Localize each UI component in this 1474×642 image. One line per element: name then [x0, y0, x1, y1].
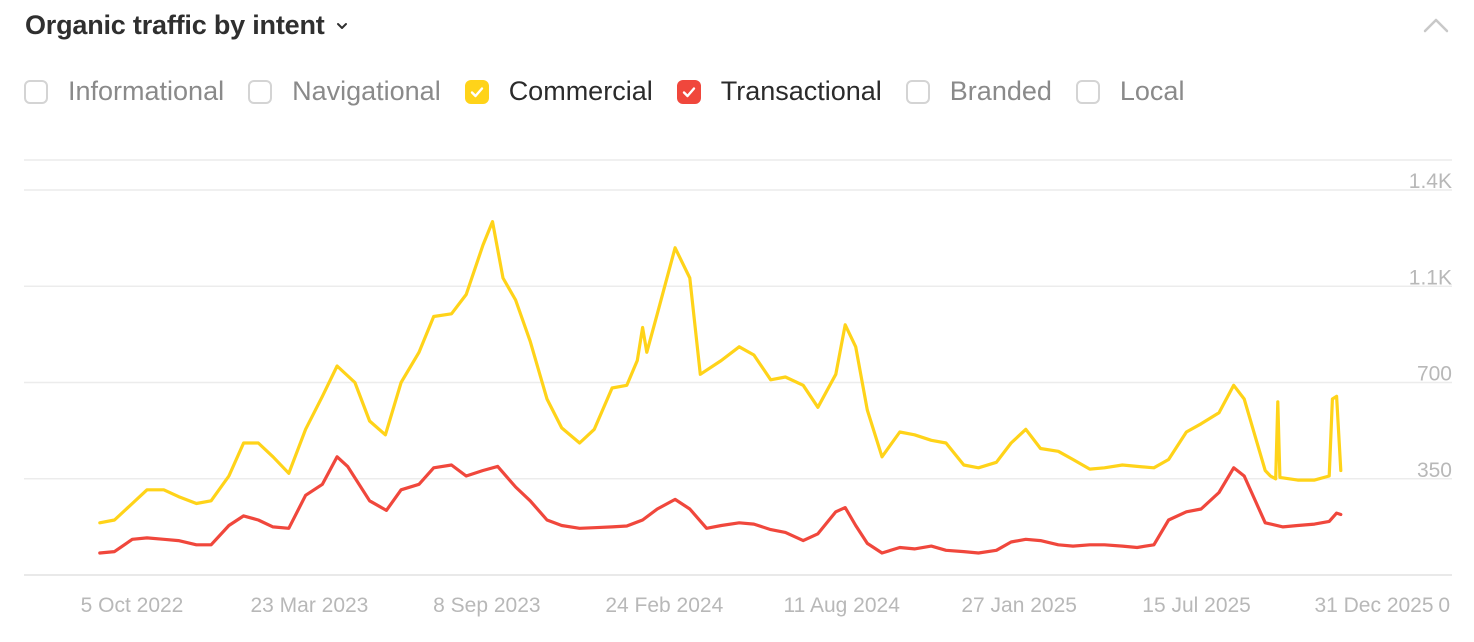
filter-local[interactable]: Local: [1075, 76, 1185, 107]
y-tick-label: 700: [1417, 363, 1452, 386]
filter-label: Local: [1119, 76, 1185, 106]
filter-commercial[interactable]: Commercial: [464, 76, 653, 107]
filter-label: Branded: [949, 76, 1052, 106]
x-tick-label: 11 Aug 2024: [784, 594, 901, 617]
checkbox-navigational[interactable]: [248, 79, 273, 104]
y-tick-label: 1.4K: [1409, 170, 1452, 193]
x-tick-label: 27 Jan 2025: [961, 594, 1077, 617]
chart-header[interactable]: Organic traffic by intent: [25, 10, 349, 41]
checkbox-branded[interactable]: [905, 79, 930, 104]
chart-series: [98, 220, 1343, 555]
checkbox-commercial[interactable]: [464, 79, 489, 104]
x-tick-label: 31 Dec 2025: [1314, 594, 1433, 617]
filter-label: Commercial: [508, 76, 653, 106]
x-tick-label: 8 Sep 2023: [433, 594, 540, 617]
y-axis: 0 350 700 1.1K 1.4K: [1409, 170, 1452, 617]
filter-informational[interactable]: Informational: [24, 76, 224, 107]
checkbox-transactional[interactable]: [676, 79, 701, 104]
y-tick-label: 0: [1438, 594, 1450, 617]
filter-transactional[interactable]: Transactional: [676, 76, 882, 107]
filter-branded[interactable]: Branded: [905, 76, 1052, 107]
x-tick-label: 15 Jul 2025: [1142, 594, 1251, 617]
y-tick-label: 1.1K: [1409, 266, 1452, 289]
filter-label: Informational: [68, 76, 225, 106]
x-tick-label: 23 Mar 2023: [250, 594, 368, 617]
filter-label: Navigational: [292, 76, 441, 106]
intent-filters: Informational Navigational Commercial Tr…: [24, 76, 1208, 107]
checkbox-local[interactable]: [1075, 79, 1100, 104]
chart-grid: [24, 159, 1452, 576]
filter-label: Transactional: [720, 76, 882, 106]
chevron-down-icon[interactable]: [335, 19, 349, 33]
filter-navigational[interactable]: Navigational: [248, 76, 441, 107]
x-tick-label: 5 Oct 2022: [81, 594, 184, 617]
series-line-transactional: [98, 455, 1343, 555]
chart-title: Organic traffic by intent: [25, 10, 325, 40]
checkbox-informational[interactable]: [24, 79, 48, 104]
x-axis: 5 Oct 2022 23 Mar 2023 8 Sep 2023 24 Feb 20…: [81, 594, 1434, 617]
series-line-commercial: [98, 220, 1343, 525]
x-tick-label: 24 Feb 2024: [605, 594, 723, 617]
chevron-up-icon[interactable]: [1422, 12, 1450, 40]
y-tick-label: 350: [1417, 459, 1452, 482]
